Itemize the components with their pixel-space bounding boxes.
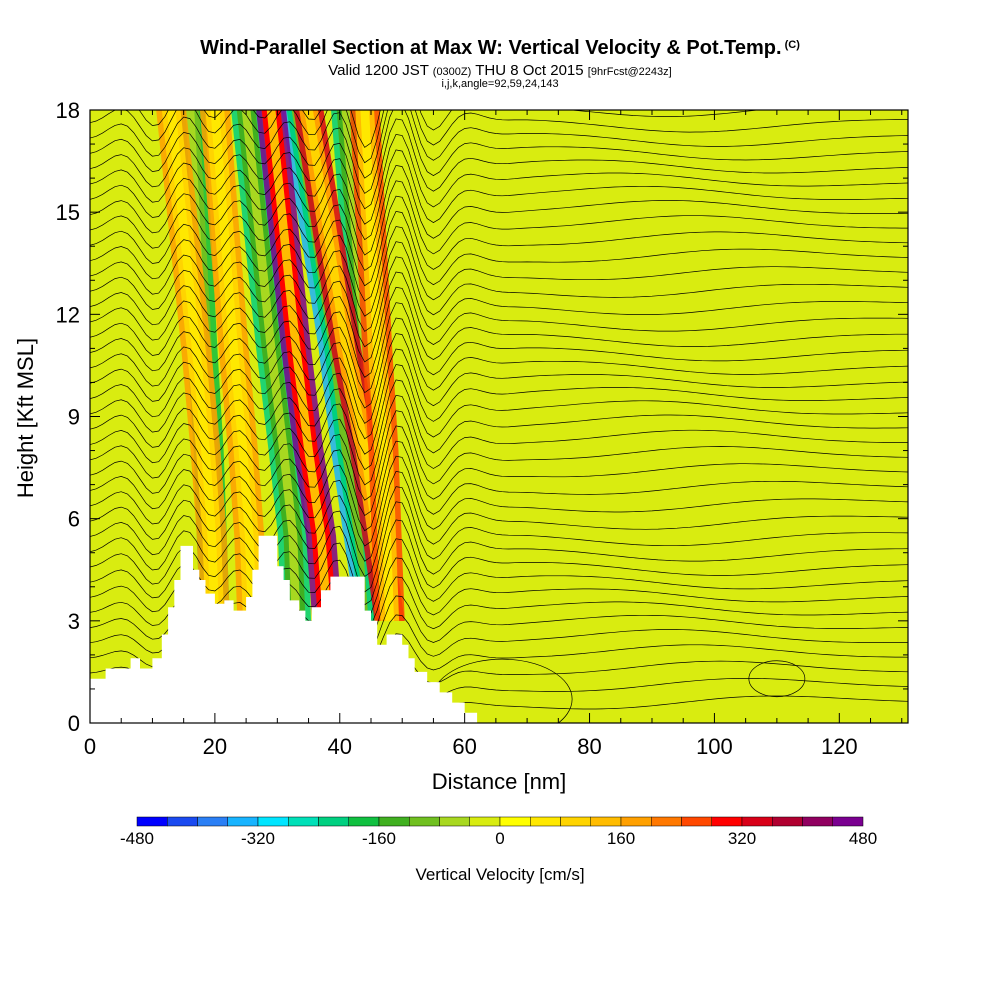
theta-line: [90, 211, 908, 302]
colorbar-swatch: [499, 816, 531, 827]
theta-line: [90, 379, 908, 471]
colorbar-swatch: [136, 816, 168, 827]
chart-title: Wind-Parallel Section at Max W: Vertical…: [200, 37, 800, 59]
colorbar-swatch: [651, 816, 682, 827]
x-tick-label: 100: [696, 734, 733, 759]
updraft-band-3-2: [210, 110, 257, 621]
y-tick-label: 3: [68, 609, 80, 634]
y-tick-label: 18: [56, 98, 80, 123]
x-axis: 0 20 40 60 80 100 120: [84, 110, 903, 759]
theta-line: [90, 256, 908, 348]
x-tick-label: 20: [203, 734, 227, 759]
theta-line: [90, 226, 908, 317]
theta-line: [90, 134, 908, 225]
colorbar-swatch: [711, 816, 743, 827]
colorbar-swatch: [348, 816, 380, 827]
theta-line: [90, 348, 908, 440]
colorbar-label: Vertical Velocity [cm/s]: [415, 865, 584, 884]
colorbar-swatch: [227, 816, 259, 827]
colorbar-swatch: [318, 816, 349, 827]
theta-line: [90, 165, 908, 256]
colorbar-swatch: [167, 816, 198, 827]
colorbar-swatch: [802, 816, 833, 827]
updraft-band-2-2: [166, 110, 220, 621]
x-tick-label: 40: [328, 734, 352, 759]
theta-line: [90, 486, 908, 578]
colorbar-swatch: [378, 816, 410, 827]
downdraft-band-1-2: [241, 110, 301, 621]
updraft-band-4-2: [360, 110, 395, 621]
copyright-mark: (C): [784, 39, 800, 51]
x-tick-label: 120: [821, 734, 858, 759]
theta-line: [90, 455, 908, 547]
theta-line: [90, 501, 908, 593]
theta-line: [90, 440, 908, 532]
theta-line: [90, 519, 908, 606]
colorbar-swatch: [257, 816, 289, 827]
theta-line: [90, 149, 908, 241]
colorbar-swatch: [772, 816, 803, 827]
colorbar-swatch: [590, 816, 622, 827]
y-tick-label: 15: [56, 200, 80, 225]
y-tick-label: 12: [56, 302, 80, 327]
theta-line: [90, 110, 908, 179]
terrain-mask: [90, 535, 908, 723]
theta-line: [90, 364, 908, 455]
x-tick-label: 0: [84, 734, 96, 759]
colorbar-swatch: [620, 816, 652, 827]
colorbar-swatch: [439, 816, 470, 827]
theta-line: [90, 471, 908, 562]
theta-line: [90, 333, 908, 424]
theta-line: [90, 286, 908, 378]
colorbar-tick-label: 160: [607, 829, 635, 848]
colorbar-swatch: [530, 816, 561, 827]
theta-line: [748, 660, 806, 698]
colorbar-tick-label: 0: [495, 829, 504, 848]
y-tick-label: 0: [68, 711, 80, 736]
theta-line: [90, 538, 908, 618]
y-axis: 0 3 6 9 12 15 18: [56, 98, 908, 736]
theta-line: [90, 195, 908, 287]
y-axis-label: Height [Kft MSL]: [13, 338, 38, 498]
theta-line: [90, 180, 908, 271]
theta-line: [90, 271, 908, 363]
y-tick-label: 9: [68, 405, 80, 430]
colorbar-swatch: [469, 816, 501, 827]
theta-line: [90, 317, 908, 409]
theta-line: [90, 302, 908, 394]
downdraft-band-2-2: [291, 110, 376, 621]
x-tick-label: 60: [452, 734, 476, 759]
theta-line: [90, 118, 908, 210]
colorbar-swatch: [681, 816, 712, 827]
section-params: i,j,k,angle=92,59,24,143: [441, 78, 559, 90]
theta-line: [90, 241, 908, 332]
colorbar-swatch: [197, 816, 228, 827]
colorbar-tick-label: -320: [241, 829, 275, 848]
x-tick-label: 80: [577, 734, 601, 759]
x-axis-label: Distance [nm]: [432, 769, 567, 794]
theta-line: [90, 110, 908, 164]
colorbar-swatch: [409, 816, 440, 827]
colorbar: -480 -320 -160 0 160 320 480: [120, 816, 877, 848]
theta-line: [90, 425, 908, 517]
colorbar-swatch: [741, 816, 773, 827]
theta-line: [90, 394, 908, 486]
theta-line: [90, 110, 908, 194]
colorbar-tick-label: -160: [362, 829, 396, 848]
theta-line: [90, 410, 908, 501]
colorbar-tick-label: -480: [120, 829, 154, 848]
colorbar-tick-label: 320: [728, 829, 756, 848]
colorbar-swatch: [288, 816, 319, 827]
valid-time: Valid 1200 JST (0300Z) THU 8 Oct 2015 [9…: [328, 62, 672, 79]
theta-contours: [90, 110, 908, 723]
colorbar-swatch: [560, 816, 591, 827]
theta-line: [90, 557, 908, 630]
colorbar-tick-label: 480: [849, 829, 877, 848]
y-tick-label: 6: [68, 507, 80, 532]
colorbar-swatch: [832, 816, 864, 827]
